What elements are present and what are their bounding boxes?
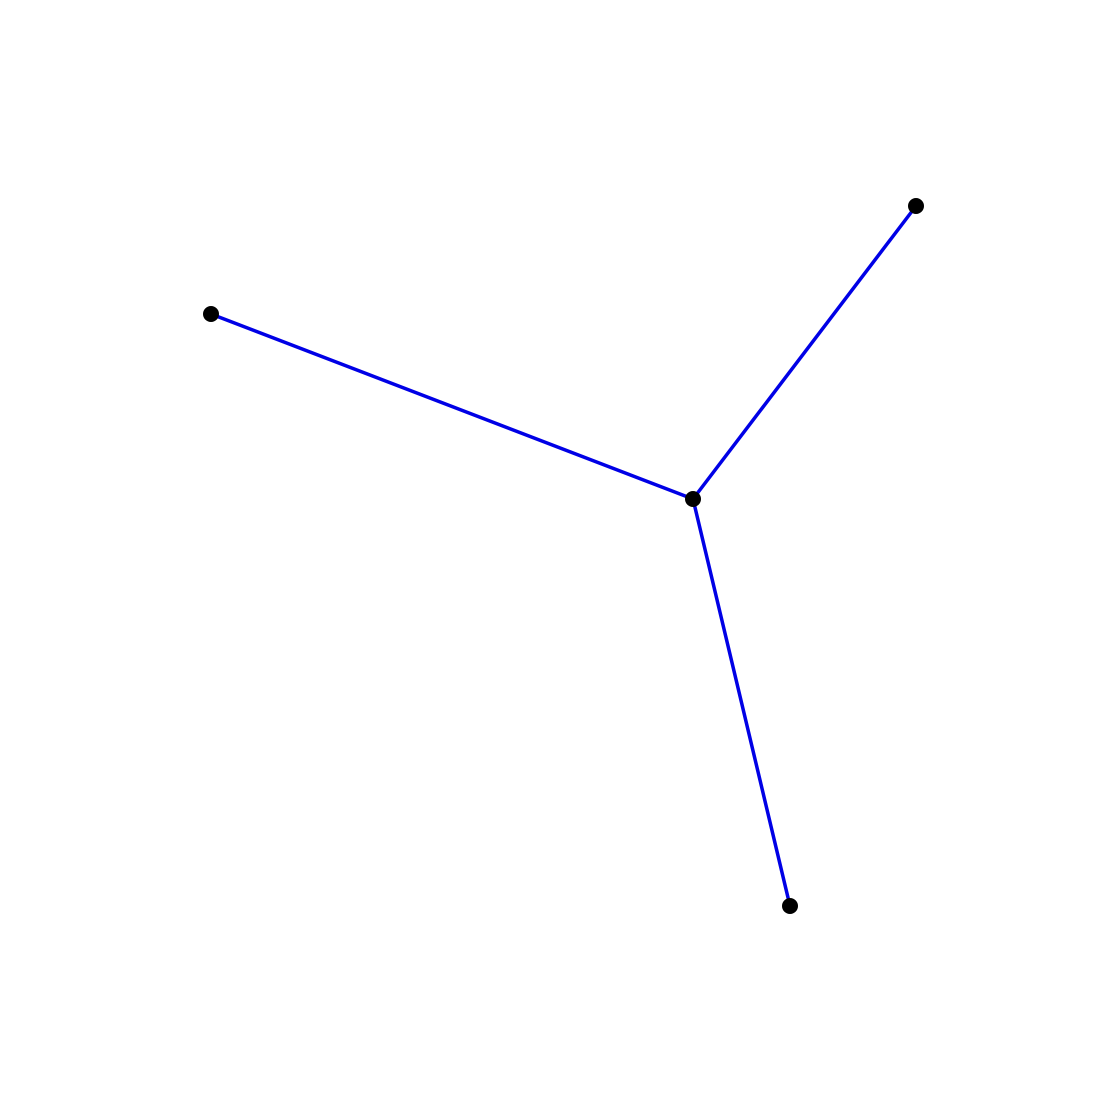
edge-center-to-leaf-left (209, 312, 695, 501)
nodes-layer (203, 198, 924, 914)
node-leaf-top-right (908, 198, 924, 214)
node-leaf-bottom (782, 898, 798, 914)
edges-layer (209, 204, 918, 908)
node-leaf-left (203, 306, 219, 322)
node-center (685, 491, 701, 507)
edge-center-to-leaf-top-right (691, 204, 918, 501)
edge-center-to-leaf-bottom (691, 497, 792, 908)
